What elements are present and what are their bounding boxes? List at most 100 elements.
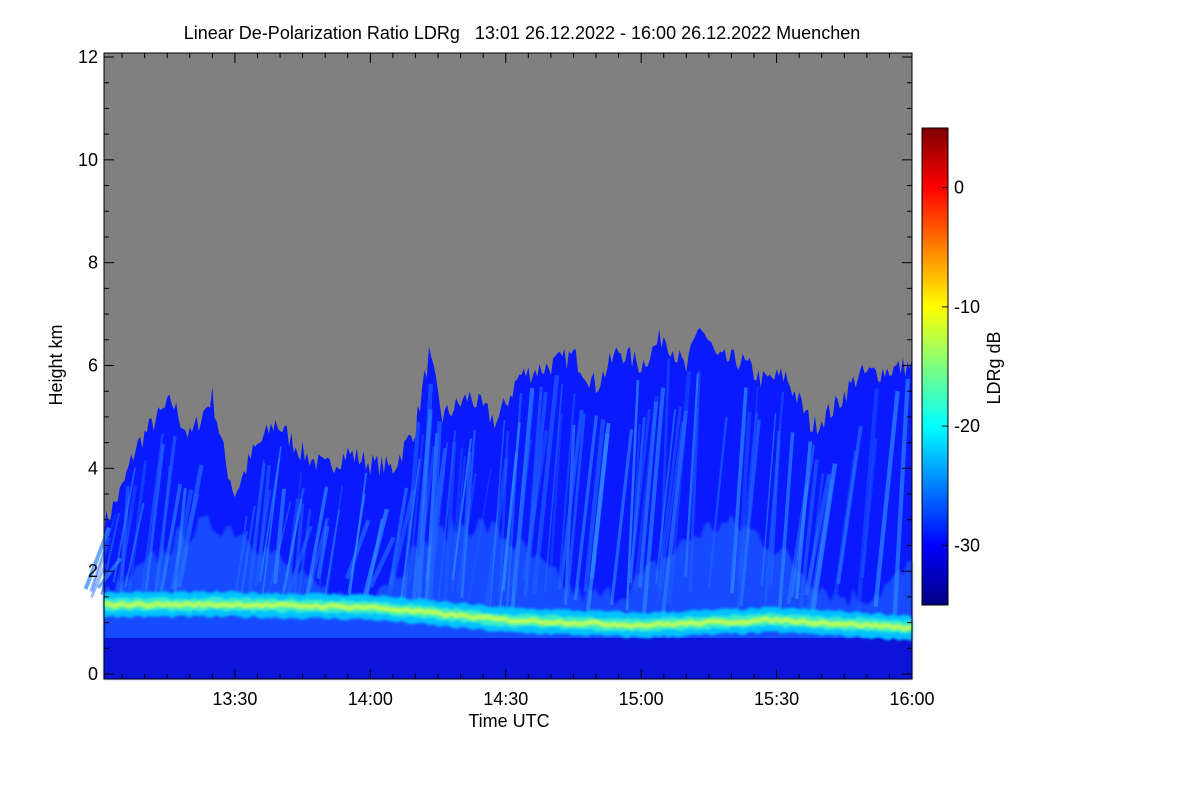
- fall-streak: [630, 423, 641, 586]
- y-tick-label: 4: [88, 458, 98, 478]
- axes: 0 2 4 6 8 10 12 13:30 14:00 14:30 15:00 15:30 16:00: [78, 47, 935, 709]
- fall-streak: [450, 447, 464, 592]
- fall-streak: [730, 387, 748, 594]
- x-axis-label: Time UTC: [468, 711, 549, 731]
- fall-streak: [794, 441, 813, 600]
- fall-streak: [799, 459, 819, 608]
- ground-band: [104, 638, 912, 679]
- fall-streak: [656, 406, 682, 591]
- fall-streak: [401, 421, 421, 602]
- fall-streak: [667, 371, 692, 604]
- fall-streak: [583, 419, 606, 592]
- fall-streak: [466, 466, 493, 607]
- fall-streak: [892, 378, 910, 614]
- colorbar-tick-label: -20: [954, 416, 980, 436]
- fall-streak: [172, 487, 187, 602]
- lower-cloud-layer: [104, 513, 912, 679]
- y-tick-label: 2: [88, 561, 98, 581]
- fall-streak: [730, 418, 747, 580]
- fall-streak: [791, 444, 816, 598]
- fall-streak: [436, 430, 457, 615]
- fall-streak: [282, 487, 305, 590]
- fall-streak: [805, 473, 825, 618]
- fall-streak: [522, 430, 549, 581]
- x-tick-label: 15:00: [619, 689, 664, 709]
- fall-streak: [629, 416, 646, 584]
- colorbar-gradient: [921, 127, 949, 606]
- fall-streak: [325, 485, 344, 604]
- fall-streak: [502, 422, 521, 592]
- fall-streak: [856, 388, 879, 608]
- fall-streak: [544, 384, 563, 592]
- fall-streak: [89, 536, 112, 593]
- fall-streak: [509, 387, 535, 617]
- fall-streak: [256, 465, 271, 584]
- fall-streak: [428, 421, 442, 601]
- fall-streak: [443, 441, 457, 609]
- fall-streak: [260, 446, 282, 604]
- fall-streak: [510, 439, 532, 587]
- fall-streak: [124, 502, 145, 588]
- fall-streak: [174, 493, 200, 578]
- colorbar-tick-label: 0: [954, 178, 964, 198]
- melting-layer-core: [104, 600, 912, 632]
- fall-streak: [411, 409, 433, 601]
- fall-streak: [834, 450, 858, 593]
- fall-streak: [137, 433, 164, 616]
- fall-streak: [416, 383, 433, 610]
- fall-streak: [684, 407, 699, 577]
- fall-streak: [625, 379, 640, 611]
- fall-streak: [451, 438, 472, 580]
- fall-streak: [368, 536, 396, 588]
- fall-streak: [565, 413, 586, 599]
- chart-title: Linear De-Polarization Ratio LDRg 13:01 …: [184, 23, 860, 43]
- colorbar: 0 -10 -20 -30: [921, 127, 980, 606]
- y-tick-label: 8: [88, 253, 98, 273]
- fall-streak: [573, 415, 599, 601]
- fall-streak: [707, 416, 728, 590]
- fall-streak: [655, 408, 677, 584]
- fall-streak: [156, 465, 171, 606]
- x-tick-label: 14:00: [348, 689, 393, 709]
- fall-streak: [388, 487, 409, 585]
- fall-streak: [247, 462, 266, 600]
- fall-streak: [304, 486, 329, 602]
- fall-streak: [248, 459, 265, 584]
- fall-streak: [513, 391, 535, 594]
- fall-streak: [873, 390, 900, 608]
- fall-streak: [737, 411, 752, 582]
- fall-streak: [761, 413, 777, 586]
- fall-streak: [297, 508, 312, 598]
- fall-streak: [460, 430, 476, 599]
- fall-streak: [387, 489, 416, 595]
- fall-streak: [764, 441, 781, 600]
- fall-streak: [810, 463, 838, 613]
- fall-streak: [735, 412, 759, 617]
- colorbar-tick-label: -30: [954, 535, 980, 555]
- fall-streak: [127, 460, 148, 597]
- fall-streak: [347, 472, 368, 610]
- x-tick-label: 13:30: [212, 689, 257, 709]
- fall-streak: [658, 358, 671, 601]
- fall-streak: [531, 374, 560, 596]
- fall-streak: [548, 414, 563, 584]
- fall-streak: [558, 409, 584, 590]
- fall-streak: [585, 422, 611, 618]
- fall-streak: [143, 444, 165, 600]
- y-axis-label: Height km: [46, 324, 66, 405]
- fall-streak: [804, 473, 832, 596]
- y-tick-label: 10: [78, 150, 98, 170]
- fall-streak: [638, 401, 658, 588]
- fall-streak: [83, 526, 111, 590]
- fall-streak: [836, 426, 863, 584]
- fall-streak: [90, 562, 108, 598]
- fall-streak: [157, 483, 183, 602]
- fall-streak: [660, 410, 688, 618]
- fall-streak: [641, 387, 666, 616]
- plot-area: [83, 53, 912, 679]
- fall-streak: [659, 421, 684, 590]
- colorbar-tick-label: -10: [954, 297, 980, 317]
- fall-streak: [769, 431, 781, 585]
- x-tick-label: 14:30: [483, 689, 528, 709]
